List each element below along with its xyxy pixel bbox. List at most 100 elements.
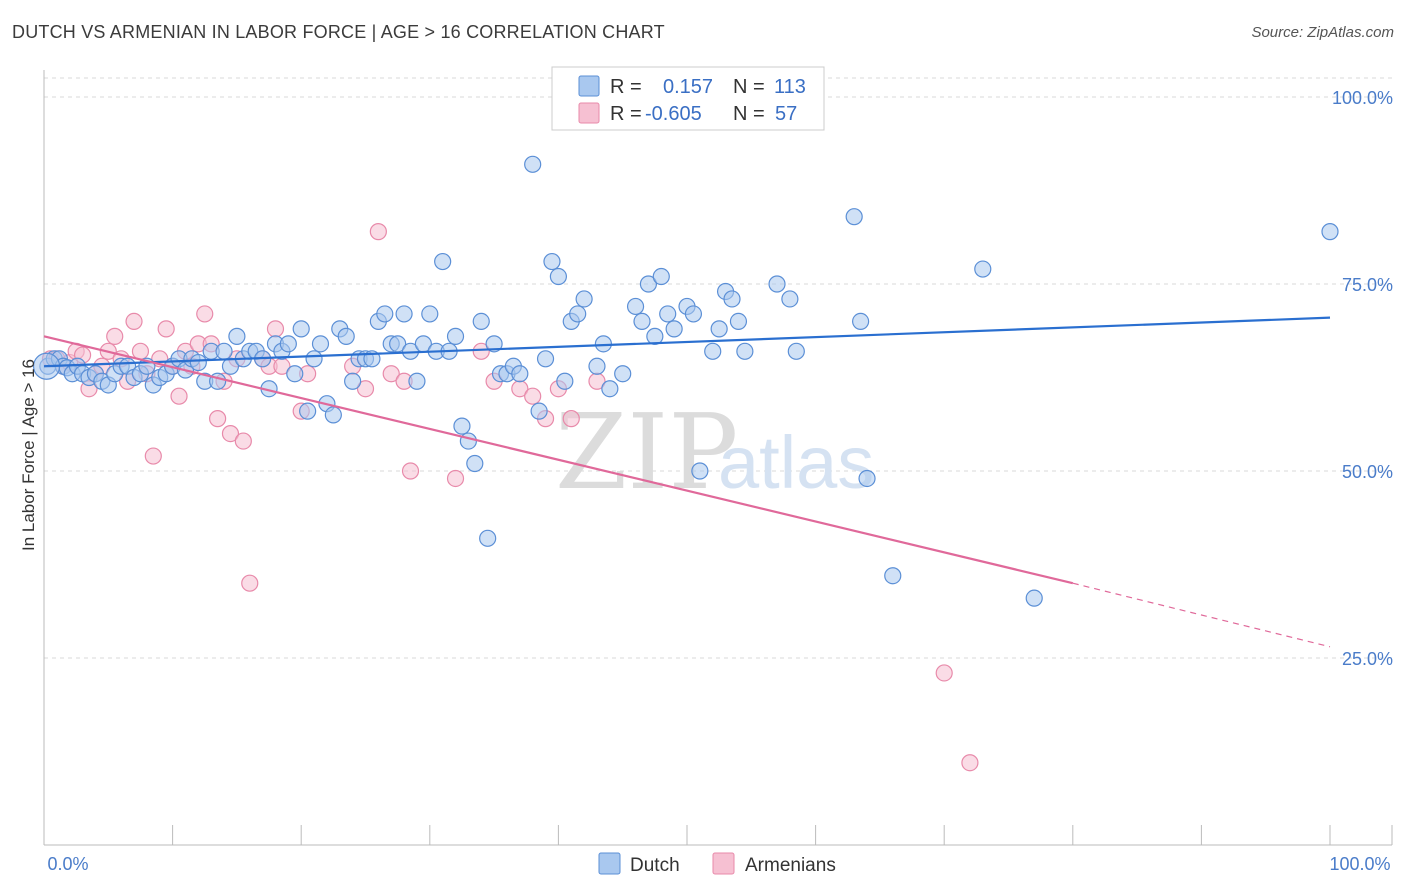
dutch-point [704, 342, 722, 360]
armenian-point [356, 380, 375, 398]
x-tick-labels: 0.0% 100.0% [47, 854, 1390, 874]
dutch-point [305, 350, 323, 368]
dutch-point [626, 297, 645, 316]
dutch-point [324, 406, 342, 424]
y-tick-label: 50.0% [1342, 462, 1393, 482]
armenian-point [157, 320, 175, 338]
armenian-point [106, 327, 124, 345]
legend-swatch-dutch [578, 75, 600, 97]
x-tick-label-end: 100.0% [1329, 854, 1390, 874]
dutch-point [633, 312, 651, 330]
dutch-point [768, 275, 786, 293]
armenian-point [382, 365, 400, 383]
legend-swatch-armenian [578, 102, 600, 124]
dutch-point [787, 342, 805, 360]
armenian-point [446, 469, 465, 488]
legend-armenian-n-value: 57 [775, 103, 797, 125]
dutch-point [858, 469, 876, 488]
y-tick-label: 75.0% [1342, 275, 1393, 295]
dutch-point [311, 335, 330, 353]
armenian-point [234, 432, 252, 450]
armenian-point [125, 312, 143, 330]
series-legend: Dutch Armenians [598, 852, 836, 876]
dutch-point [459, 432, 477, 450]
bottom-legend-swatch-armenian [712, 852, 735, 875]
dutch-point [684, 305, 703, 323]
dutch-point [511, 365, 529, 383]
dutch-point [344, 372, 362, 390]
armenian-point [401, 462, 420, 480]
dutch-point [575, 290, 593, 308]
armenian-point [131, 342, 150, 360]
x-tick-label-start: 0.0% [47, 854, 88, 874]
dutch-point [530, 402, 548, 420]
dutch-point [884, 567, 902, 585]
watermark-zip: ZIP [555, 391, 738, 513]
chart-title: DUTCH VS ARMENIAN IN LABOR FORCE | AGE >… [12, 22, 665, 42]
dutch-point [1025, 589, 1043, 607]
dutch-point [614, 365, 632, 383]
dutch-point [588, 357, 606, 375]
dutch-point [652, 267, 670, 286]
bottom-legend-armenians: Armenians [745, 855, 836, 876]
dutch-point [453, 417, 471, 435]
dutch-point [472, 312, 490, 330]
legend-dutch-r-value: 0.157 [663, 76, 713, 98]
dutch-point [376, 305, 394, 323]
legend-dutch-n-label: N = [733, 76, 765, 98]
dutch-point [710, 320, 728, 338]
dutch-point [408, 372, 426, 390]
y-axis-label: In Labor Force | Age > 16 [19, 359, 38, 551]
watermark-atlas: atlas [718, 421, 874, 504]
bottom-legend-dutch: Dutch [630, 855, 680, 876]
dutch-point [228, 327, 246, 345]
armenian-point [266, 320, 285, 338]
armenian-point [209, 410, 227, 428]
dutch-point [434, 252, 452, 271]
armenian-trend-line [43, 335, 1074, 585]
dutch-point [466, 454, 484, 473]
armenian-point [221, 425, 240, 443]
dutch-point [215, 342, 233, 360]
dutch-point [691, 462, 709, 480]
dutch-point [536, 350, 555, 368]
dutch-point [781, 290, 799, 308]
armenian-point [472, 342, 490, 360]
dutch-point [639, 275, 658, 293]
y-tick-label: 25.0% [1342, 649, 1393, 669]
dutch-point [646, 327, 664, 345]
dutch-point [446, 327, 465, 345]
dutch-point [974, 260, 992, 278]
dutch-point [299, 402, 317, 420]
dutch-point [337, 327, 355, 345]
gridlines [44, 77, 1392, 659]
y-tick-label: 100.0% [1332, 88, 1393, 108]
armenian-point [196, 305, 214, 323]
dutch-point [659, 305, 677, 323]
armenian-point [935, 664, 953, 682]
legend-armenian-r-label: R = [610, 103, 642, 125]
dutch-point [723, 290, 741, 308]
dutch-point [524, 155, 542, 173]
legend-armenian-r-value: -0.605 [645, 103, 702, 125]
dutch-point [479, 529, 497, 547]
dutch-point [852, 312, 870, 330]
dutch-point [292, 320, 310, 338]
armenian-point [524, 387, 542, 405]
dutch-point [421, 305, 439, 323]
y-tick-labels: 25.0% 50.0% 75.0% 100.0% [1332, 88, 1393, 669]
dutch-point [549, 267, 568, 286]
dutch-point [1321, 223, 1339, 241]
dutch-point [665, 320, 683, 338]
axes [43, 70, 1393, 846]
dutch-point [189, 353, 207, 372]
dutch-point [601, 380, 619, 398]
legend-dutch-n-value: 113 [774, 76, 806, 98]
dutch-point [395, 305, 413, 323]
armenian-trend-extrapolation [1072, 582, 1331, 648]
armenian-point [961, 754, 979, 772]
bottom-legend-swatch-dutch [598, 852, 621, 875]
dutch-point [485, 335, 503, 353]
dutch-point [279, 335, 297, 353]
